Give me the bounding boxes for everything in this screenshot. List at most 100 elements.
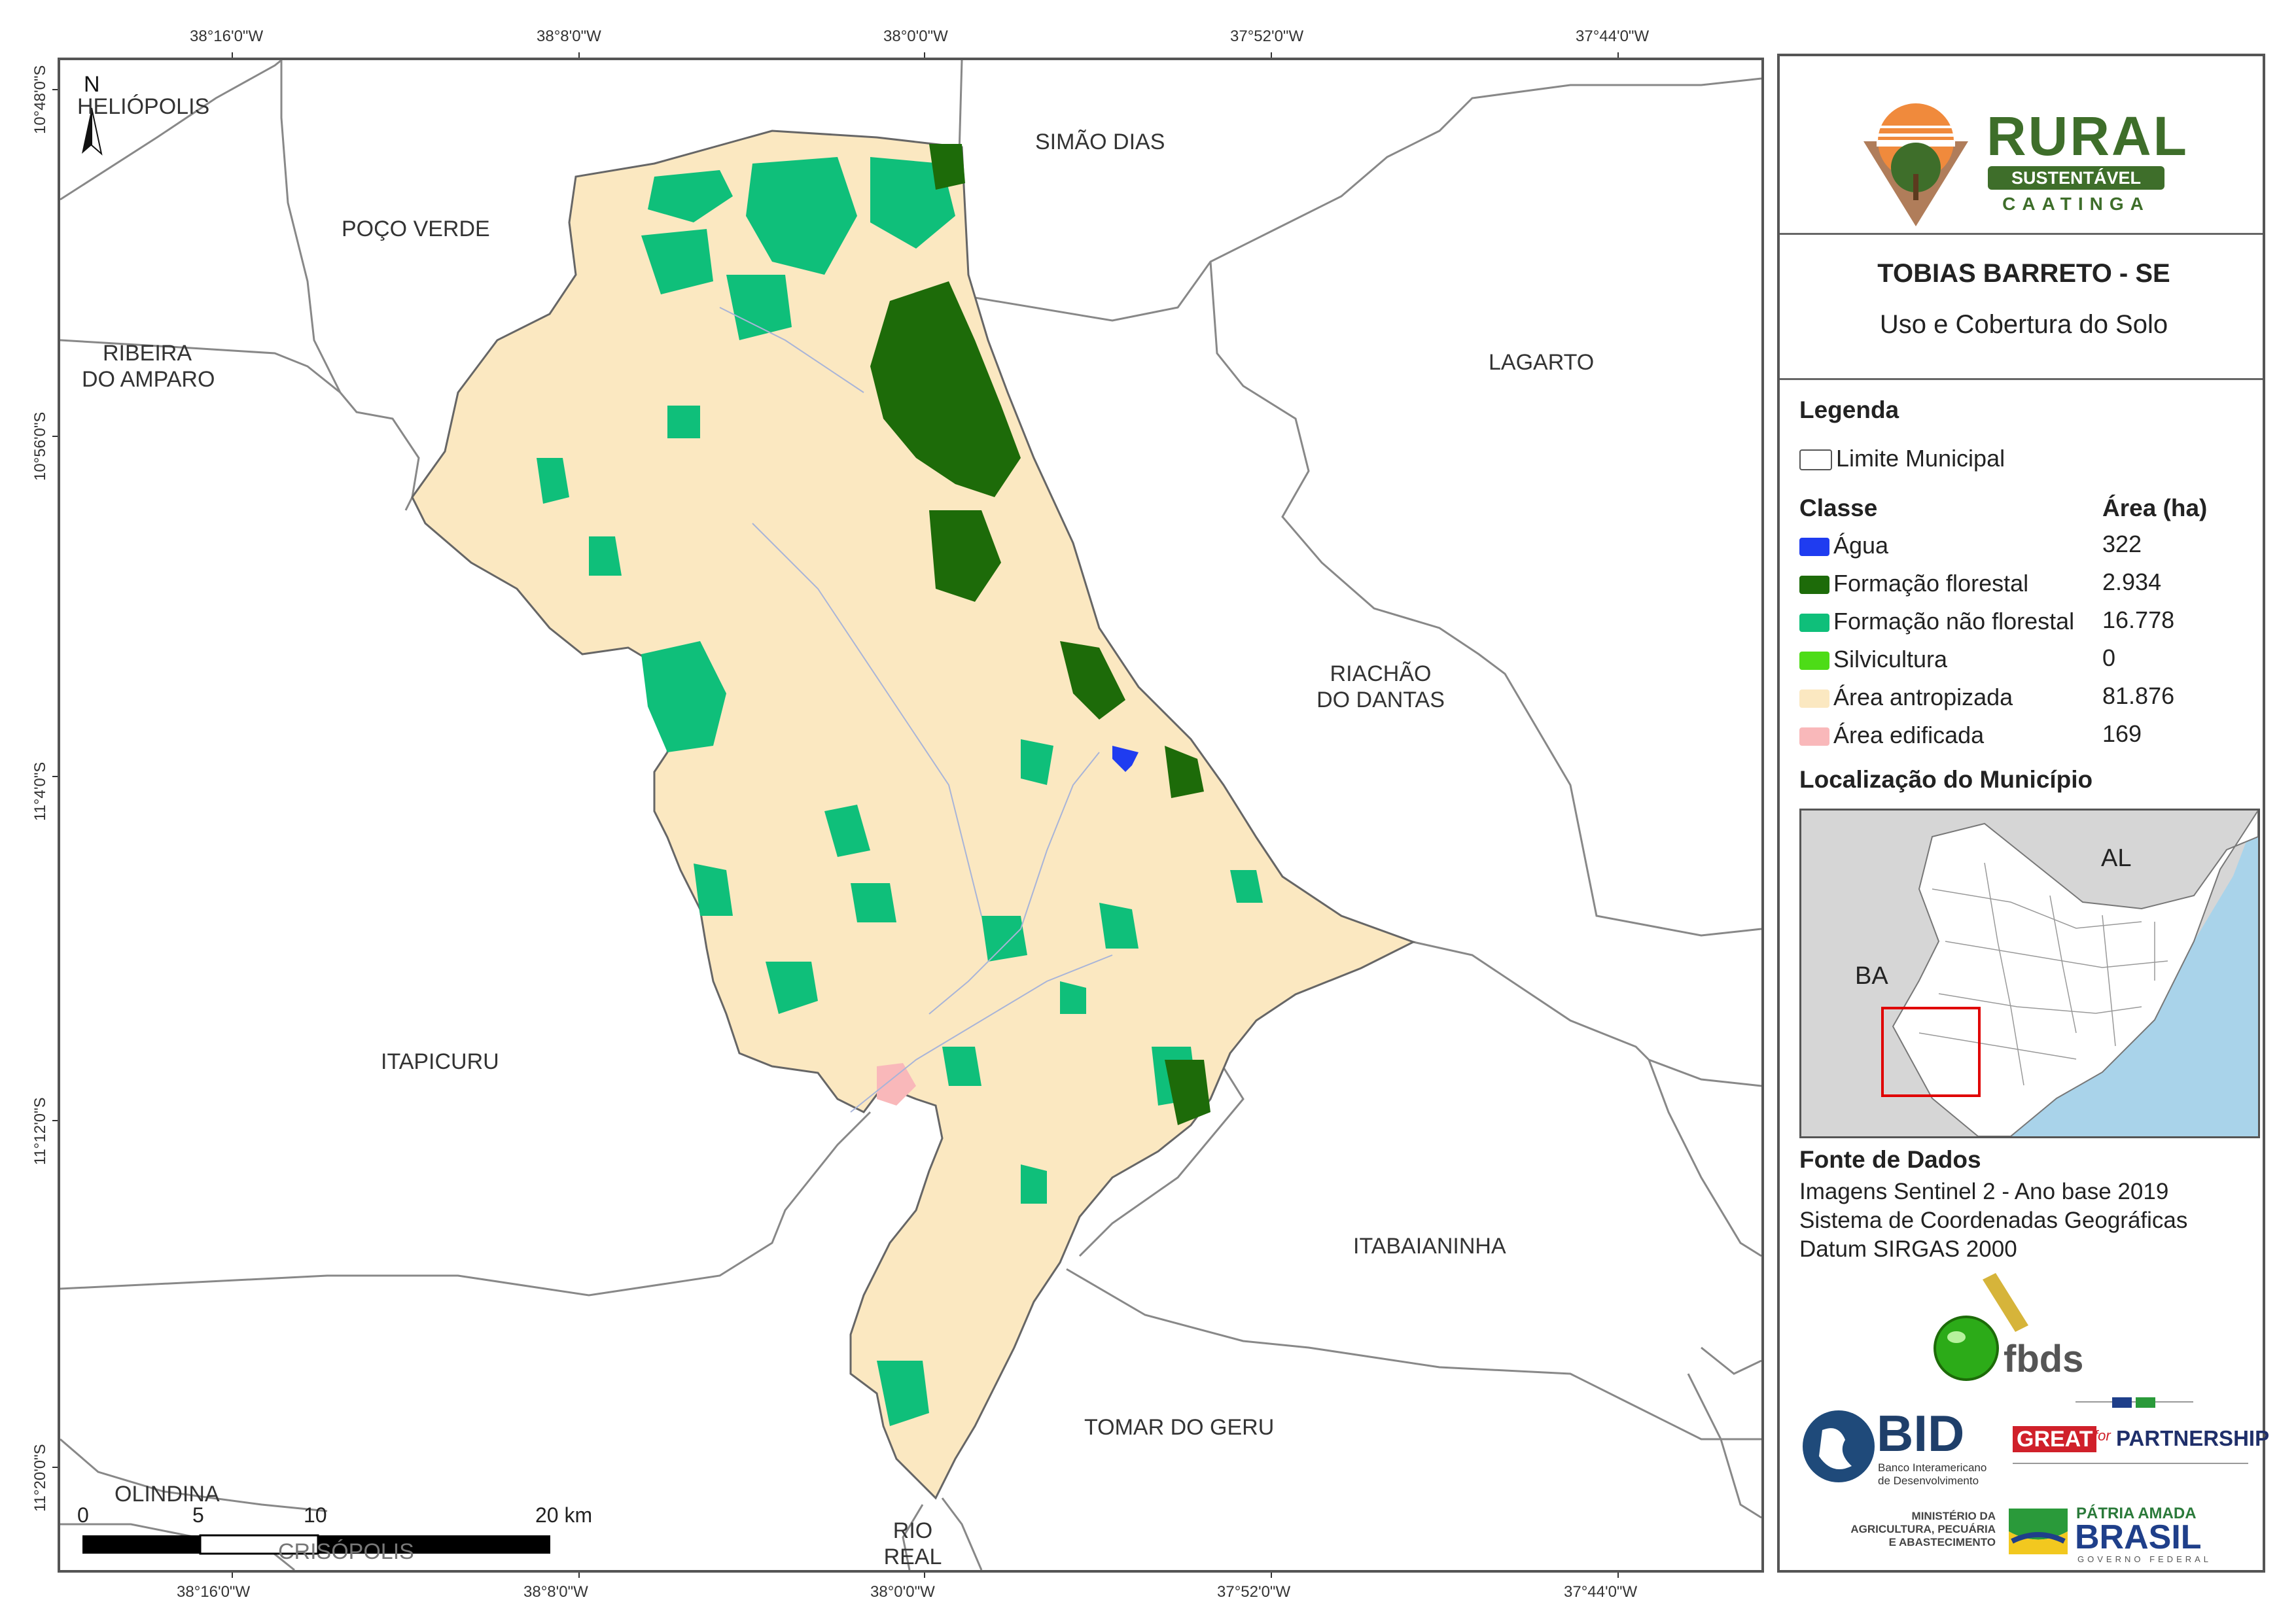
x-tick-label: 38°16'0"W — [190, 27, 264, 45]
great-text: GREAT — [2013, 1426, 2097, 1452]
x-tick-label: 37°52'0"W — [1217, 1583, 1291, 1601]
legend-class-label: Área antropizada — [1833, 684, 2013, 710]
legend-limit-municipal: Limite Municipal — [1799, 444, 2005, 474]
place-riachao-dantas: RIACHÃO DO DANTAS — [1315, 661, 1446, 713]
ministry-text: MINISTÉRIO DA AGRICULTURA, PECUÁRIA E AB… — [1819, 1510, 1996, 1549]
bid-logo: BID Banco Interamericano de Desenvolvime… — [1799, 1404, 1996, 1495]
brasil-gov-logo: PÁTRIA AMADA BRASIL GOVERNO FEDERAL — [2005, 1502, 2254, 1564]
water-body — [1112, 746, 1139, 772]
info-panel: RURAL SUSTENTÁVEL CAATINGA TOBIAS BARRET… — [1777, 54, 2269, 1573]
y-tick-label: 11°12'0"S — [31, 1097, 49, 1165]
legend-row-agua: Água — [1799, 531, 1888, 561]
inset-label-al: AL — [2101, 845, 2132, 872]
place-itapicuru: ITAPICURU — [381, 1049, 499, 1074]
bid-globe-icon — [1803, 1410, 1875, 1482]
location-inset-map: AL BA — [1799, 809, 2260, 1138]
bid-subtitle: Banco Interamericano de Desenvolvimento — [1878, 1461, 1987, 1488]
place-riachao-line1: RIACHÃO — [1330, 661, 1432, 686]
y-tick-label: 11°4'0"S — [31, 761, 49, 821]
brasil-emblem-icon — [2009, 1509, 2068, 1554]
ministry-line3: E ABASTECIMENTO — [1888, 1536, 1996, 1548]
north-arrow-icon — [82, 107, 103, 156]
y-tick-label: 10°48'0"S — [31, 65, 49, 134]
scale-label-20: 20 km — [535, 1503, 593, 1527]
great-partnership-logo: GREAT for PARTNERSHIP — [2010, 1397, 2269, 1476]
x-tick-label: 37°44'0"W — [1564, 1583, 1638, 1601]
legend-class-value: 16.778 — [2102, 606, 2175, 633]
place-ribeira-line1: RIBEIRA — [102, 341, 192, 366]
place-ribeira-amparo: RIBEIRA DO AMPARO — [82, 340, 215, 393]
place-crisopolis: CRISÓPOLIS — [278, 1539, 414, 1564]
ministry-line2: AGRICULTURA, PECUÁRIA — [1850, 1523, 1996, 1535]
x-tick-label: 37°44'0"W — [1576, 27, 1650, 45]
built-area — [877, 1063, 916, 1106]
swatch-formacao-florestal — [1799, 576, 1829, 595]
non-forest-patches — [537, 157, 1263, 1426]
scale-bar — [82, 1534, 550, 1555]
legend-class-value: 169 — [2102, 720, 2142, 747]
place-lagarto: LAGARTO — [1489, 350, 1595, 375]
place-poco-verde: POÇO VERDE — [342, 217, 490, 241]
x-tick-label: 38°16'0"W — [177, 1583, 251, 1601]
legend-class-label: Silvicultura — [1833, 646, 1948, 672]
inset-label-ba: BA — [1855, 962, 1888, 990]
bid-sub-line2: de Desenvolvimento — [1878, 1475, 1979, 1487]
legend-area-header: Área (ha) — [2102, 495, 2208, 521]
map-subtitle: Uso e Cobertura do Solo — [1879, 310, 2168, 339]
limit-swatch — [1799, 449, 1832, 471]
bid-sub-line1: Banco Interamericano — [1878, 1461, 1987, 1474]
source-lines: Imagens Sentinel 2 - Ano base 2019 Siste… — [1799, 1178, 2187, 1264]
map-title: TOBIAS BARRETO - SE — [1877, 259, 2170, 288]
partnership-text: PARTNERSHIP — [2116, 1426, 2270, 1450]
fbds-logo: fbds — [1930, 1273, 2113, 1384]
brasil-text: BRASIL — [2075, 1518, 2202, 1556]
place-ribeira-line2: DO AMPARO — [82, 367, 215, 392]
place-rio-real: RIO REAL — [877, 1518, 949, 1570]
bid-text: BID — [1877, 1405, 1965, 1462]
x-tick-label: 38°0'0"W — [870, 1583, 935, 1601]
legend-row-formacao-nao-florestal: Formação não florestal — [1799, 606, 2074, 637]
x-tick-label: 38°0'0"W — [883, 27, 948, 45]
ministry-line1: MINISTÉRIO DA — [1911, 1510, 1996, 1522]
legend-heading: Legenda — [1799, 396, 1899, 423]
source-line-1: Imagens Sentinel 2 - Ano base 2019 — [1799, 1179, 2169, 1204]
x-tick-label: 37°52'0"W — [1230, 27, 1304, 45]
swatch-area-antropizada — [1799, 689, 1829, 708]
y-tick-label: 11°20'0"S — [31, 1444, 49, 1512]
place-rio-real-line2: REAL — [883, 1544, 942, 1569]
governo-federal-text: GOVERNO FEDERAL — [2077, 1554, 2212, 1564]
neighbor-boundaries — [60, 60, 1761, 1570]
patria-amada-text: PÁTRIA AMADA — [2076, 1505, 2197, 1522]
location-heading: Localização do Município — [1799, 766, 2093, 793]
legend-class-header: Classe — [1799, 495, 1878, 521]
scale-label-5: 5 — [192, 1503, 204, 1527]
y-tick-label: 10°56'0"S — [31, 411, 49, 481]
caatinga-emblem-icon — [1863, 103, 1968, 226]
map-frame — [58, 58, 1764, 1573]
swatch-agua — [1799, 538, 1829, 557]
place-riachao-line2: DO DANTAS — [1316, 688, 1445, 712]
fbds-emblem-icon — [1934, 1273, 2028, 1381]
legend-class-label: Formação não florestal — [1833, 608, 2075, 635]
fbds-text: fbds — [2004, 1338, 2084, 1380]
legend-row-area-antropizada: Área antropizada — [1799, 682, 2013, 712]
legend-row-silvicultura: Silvicultura — [1799, 644, 1947, 674]
rural-sustentavel-logo: RURAL SUSTENTÁVEL CAATINGA — [1857, 96, 2197, 253]
rivers — [719, 307, 1113, 1113]
legend-class-label: Área edificada — [1833, 722, 1985, 748]
x-tick-label: 38°8'0"W — [523, 1583, 588, 1601]
swatch-area-edificada — [1799, 727, 1829, 746]
place-itabaianinha: ITABAIANINHA — [1353, 1234, 1506, 1259]
municipality-polygon — [411, 130, 1416, 1500]
legend-class-value: 322 — [2102, 531, 2142, 557]
legend-class-value: 81.876 — [2102, 682, 2175, 709]
legend-class-value: 2.934 — [2102, 568, 2162, 595]
source-heading: Fonte de Dados — [1799, 1146, 1981, 1173]
legend-row-area-edificada: Área edificada — [1799, 720, 1984, 750]
legend-limit-label: Limite Municipal — [1836, 445, 2005, 472]
for-text: for — [2094, 1427, 2111, 1444]
panel-divider — [1780, 378, 2263, 380]
legend-class-label: Água — [1833, 532, 1889, 559]
map-canvas — [52, 52, 1761, 1578]
swatch-silvicultura — [1799, 652, 1829, 671]
